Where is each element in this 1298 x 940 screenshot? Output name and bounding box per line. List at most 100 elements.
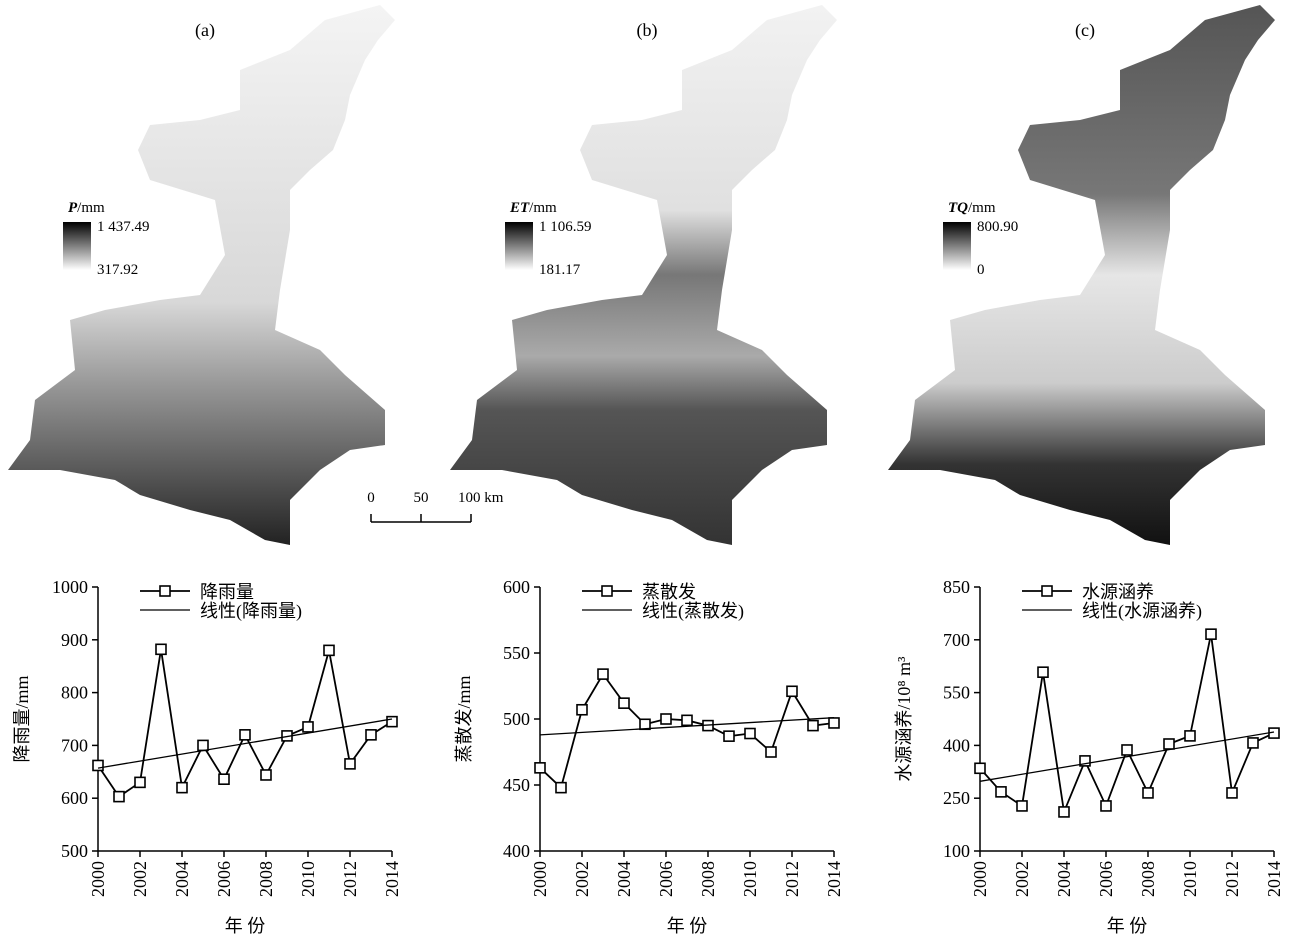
marker bbox=[1017, 801, 1027, 811]
legend-marker bbox=[160, 586, 170, 596]
y-axis-label: 水源涵养/10⁸ m³ bbox=[894, 656, 914, 782]
marker bbox=[1185, 731, 1195, 741]
x-tick-label: 2014 bbox=[1264, 861, 1284, 897]
y-tick-label: 500 bbox=[61, 841, 88, 861]
y-tick-label: 850 bbox=[943, 577, 970, 597]
marker bbox=[787, 686, 797, 696]
legend-marker bbox=[602, 586, 612, 596]
legend-title: TQ/mm bbox=[948, 200, 996, 216]
y-tick-label: 700 bbox=[61, 735, 88, 755]
x-tick-label: 2000 bbox=[970, 861, 990, 897]
marker bbox=[387, 717, 397, 727]
legend-ramp bbox=[943, 222, 971, 270]
x-axis-label: 年 份 bbox=[225, 916, 266, 936]
marker bbox=[1206, 629, 1216, 639]
marker bbox=[219, 774, 229, 784]
y-axis-label: 蒸散发/mm bbox=[454, 675, 474, 762]
map-c bbox=[888, 5, 1275, 545]
y-tick-label: 600 bbox=[503, 577, 530, 597]
scale-label: 100 km bbox=[458, 490, 504, 506]
legend-variable: ET bbox=[509, 200, 530, 216]
y-tick-label: 800 bbox=[61, 683, 88, 703]
marker bbox=[345, 759, 355, 769]
x-tick-label: 2008 bbox=[256, 861, 276, 897]
series-line bbox=[980, 634, 1274, 812]
x-tick-label: 2014 bbox=[382, 861, 402, 897]
x-tick-label: 2004 bbox=[1054, 861, 1074, 897]
y-tick-label: 100 bbox=[943, 841, 970, 861]
x-tick-label: 2004 bbox=[614, 861, 634, 897]
figure: 0 50 100 km (a)P/mm1 437.49317.92(b)ET/m… bbox=[0, 0, 1298, 940]
legend-unit: /mm bbox=[77, 200, 105, 216]
map-title: (c) bbox=[1075, 20, 1095, 41]
legend-label: 水源涵养 bbox=[1082, 582, 1154, 602]
y-tick-label: 450 bbox=[503, 775, 530, 795]
x-axis-label: 年 份 bbox=[667, 916, 708, 936]
y-tick-label: 700 bbox=[943, 630, 970, 650]
marker bbox=[1227, 788, 1237, 798]
x-tick-label: 2002 bbox=[572, 861, 592, 897]
marker bbox=[682, 715, 692, 725]
legend-label: 线性(降雨量) bbox=[200, 601, 302, 622]
x-tick-label: 2002 bbox=[1012, 861, 1032, 897]
x-tick-label: 2006 bbox=[214, 861, 234, 897]
x-tick-label: 2000 bbox=[530, 861, 550, 897]
x-tick-label: 2006 bbox=[656, 861, 676, 897]
marker bbox=[661, 714, 671, 724]
x-tick-label: 2012 bbox=[340, 861, 360, 897]
marker bbox=[996, 787, 1006, 797]
marker bbox=[975, 763, 985, 773]
legend-min: 181.17 bbox=[539, 262, 581, 278]
x-axis-label: 年 份 bbox=[1107, 916, 1148, 936]
marker bbox=[114, 792, 124, 802]
marker bbox=[556, 783, 566, 793]
y-tick-label: 600 bbox=[61, 788, 88, 808]
y-tick-label: 550 bbox=[943, 683, 970, 703]
x-tick-label: 2014 bbox=[824, 861, 844, 897]
marker bbox=[240, 730, 250, 740]
legend-marker bbox=[1042, 586, 1052, 596]
y-tick-label: 500 bbox=[503, 709, 530, 729]
marker bbox=[577, 705, 587, 715]
marker bbox=[598, 669, 608, 679]
legend-max: 1 437.49 bbox=[97, 219, 150, 235]
marker bbox=[1101, 801, 1111, 811]
y-tick-label: 400 bbox=[943, 735, 970, 755]
marker bbox=[640, 719, 650, 729]
marker bbox=[619, 698, 629, 708]
marker bbox=[1122, 745, 1132, 755]
scale-bar bbox=[371, 514, 471, 522]
marker bbox=[198, 740, 208, 750]
scale-label: 0 bbox=[367, 490, 375, 506]
x-tick-label: 2010 bbox=[740, 861, 760, 897]
marker bbox=[303, 722, 313, 732]
x-tick-label: 2006 bbox=[1096, 861, 1116, 897]
map-title: (a) bbox=[195, 20, 215, 41]
y-tick-label: 550 bbox=[503, 643, 530, 663]
legend-label: 蒸散发 bbox=[642, 582, 696, 602]
legend-max: 1 106.59 bbox=[539, 219, 592, 235]
y-tick-label: 900 bbox=[61, 630, 88, 650]
x-tick-label: 2000 bbox=[88, 861, 108, 897]
marker bbox=[1164, 739, 1174, 749]
x-tick-label: 2004 bbox=[172, 861, 192, 897]
legend-variable: TQ bbox=[948, 200, 968, 216]
marker bbox=[177, 783, 187, 793]
x-tick-label: 2002 bbox=[130, 861, 150, 897]
y-axis-label: 降雨量/mm bbox=[12, 675, 32, 762]
x-tick-label: 2012 bbox=[782, 861, 802, 897]
marker bbox=[1059, 807, 1069, 817]
marker bbox=[829, 718, 839, 728]
y-tick-label: 1000 bbox=[52, 577, 88, 597]
legend-title: ET/mm bbox=[509, 200, 557, 216]
series-line bbox=[98, 649, 392, 796]
marker bbox=[1038, 667, 1048, 677]
marker bbox=[135, 777, 145, 787]
x-tick-label: 2010 bbox=[298, 861, 318, 897]
marker bbox=[745, 729, 755, 739]
x-tick-label: 2008 bbox=[698, 861, 718, 897]
legend-min: 0 bbox=[977, 262, 985, 278]
legend-label: 降雨量 bbox=[200, 582, 254, 602]
marker bbox=[93, 760, 103, 770]
map-title: (b) bbox=[637, 20, 658, 41]
